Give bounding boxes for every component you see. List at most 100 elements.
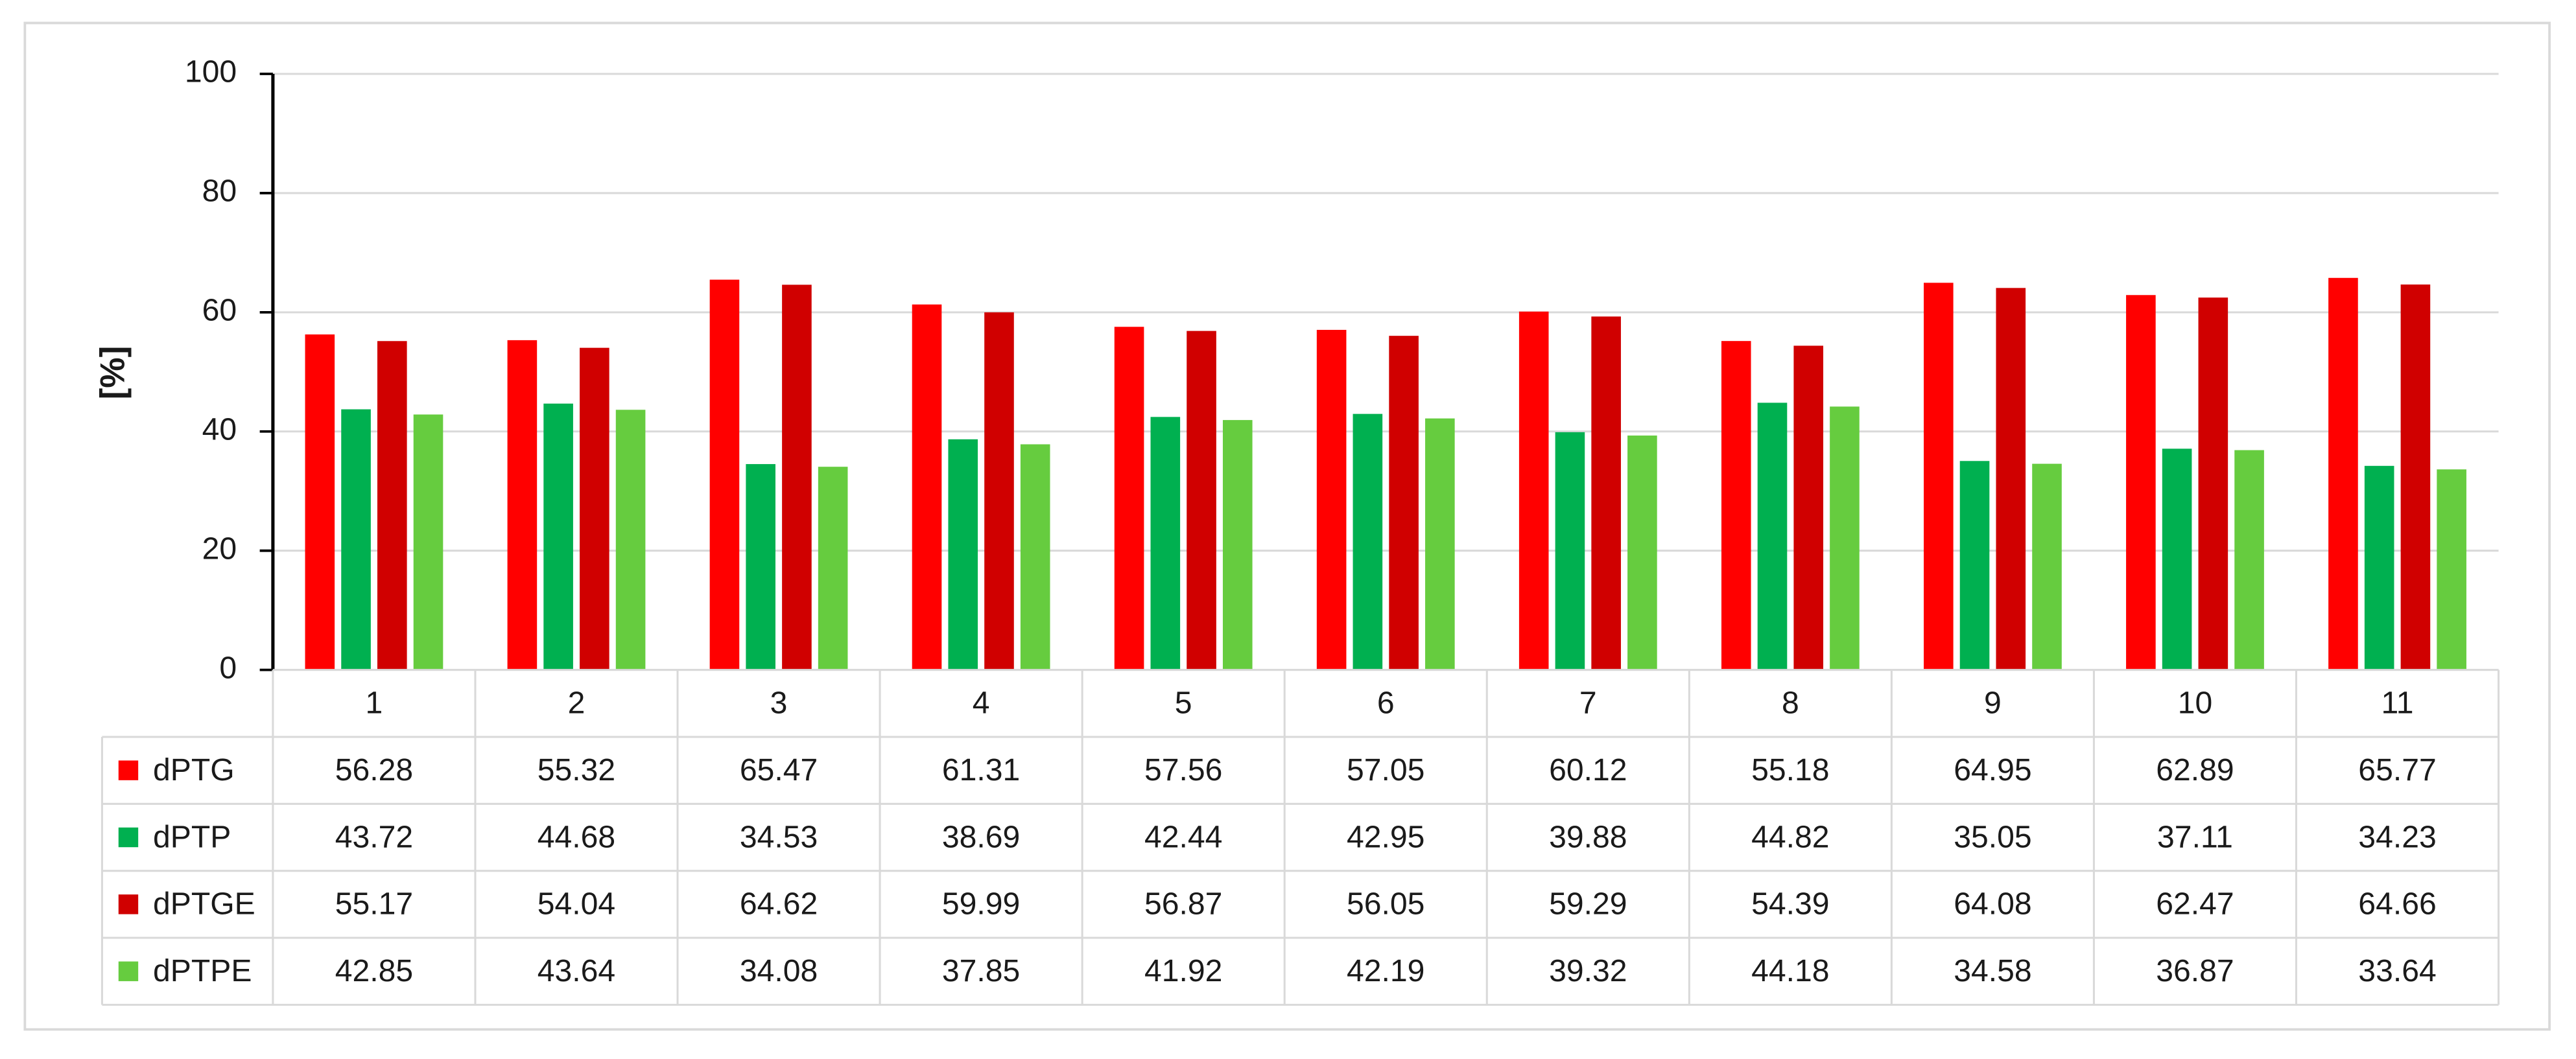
bar xyxy=(1793,345,1824,670)
table-value: 44.68 xyxy=(538,819,615,854)
x-tick-label: 6 xyxy=(1377,686,1395,721)
table-value: 34.58 xyxy=(1954,953,2031,988)
table-value: 56.87 xyxy=(1144,887,1222,922)
y-axis-label: [%] xyxy=(94,346,132,400)
y-tick-label: 80 xyxy=(202,174,237,209)
table-value: 39.88 xyxy=(1549,819,1627,854)
table-value: 62.89 xyxy=(2156,752,2234,787)
table-value: 42.85 xyxy=(335,953,413,988)
bar xyxy=(1924,283,1954,670)
bar xyxy=(1996,288,2026,670)
table-value: 65.47 xyxy=(740,752,818,787)
table-value: 43.64 xyxy=(538,953,615,988)
x-tick-label: 9 xyxy=(1984,686,2002,721)
x-tick-label: 2 xyxy=(568,686,585,721)
x-tick-label: 5 xyxy=(1175,686,1192,721)
x-tick-label: 11 xyxy=(2381,686,2414,721)
table-value: 56.05 xyxy=(1347,887,1424,922)
bar xyxy=(2328,277,2358,670)
table-value: 36.87 xyxy=(2156,953,2234,988)
bar xyxy=(2162,448,2192,670)
bar xyxy=(543,403,573,670)
table-value: 64.66 xyxy=(2358,887,2436,922)
table-value: 42.19 xyxy=(1347,953,1424,988)
bar xyxy=(615,410,646,670)
x-tick-label: 7 xyxy=(1579,686,1597,721)
table-value: 62.47 xyxy=(2156,887,2234,922)
bar xyxy=(2126,295,2156,670)
table-value: 34.23 xyxy=(2358,819,2436,854)
table-value: 42.95 xyxy=(1347,819,1424,854)
bar xyxy=(1389,336,1419,670)
bar xyxy=(1316,329,1347,670)
table-value: 38.69 xyxy=(942,819,1020,854)
table-value: 34.08 xyxy=(740,953,818,988)
table-value: 44.18 xyxy=(1751,953,1829,988)
y-tick-label: 100 xyxy=(185,54,237,89)
bar xyxy=(782,285,812,670)
x-tick-label: 8 xyxy=(1782,686,1799,721)
table-value: 35.05 xyxy=(1954,819,2031,854)
bar xyxy=(1830,406,1860,670)
bar xyxy=(746,464,775,670)
bar xyxy=(984,312,1014,670)
bar xyxy=(341,409,371,670)
y-tick-label: 40 xyxy=(202,412,237,447)
legend-swatch xyxy=(118,827,139,848)
bar xyxy=(1555,432,1585,670)
table-value: 57.05 xyxy=(1347,752,1424,787)
table-value: 64.62 xyxy=(740,887,818,922)
bar xyxy=(1425,418,1455,670)
bar xyxy=(305,334,335,670)
bar xyxy=(948,439,978,670)
bar xyxy=(1518,311,1549,670)
bar xyxy=(1959,461,1990,670)
legend-label: dPTG xyxy=(153,752,235,787)
bar xyxy=(2400,284,2431,670)
bar xyxy=(1757,402,1788,670)
table-value: 64.95 xyxy=(1954,752,2031,787)
bar xyxy=(1150,417,1181,670)
table-value: 55.18 xyxy=(1751,752,1829,787)
table-value: 54.04 xyxy=(538,887,615,922)
bar xyxy=(2364,465,2394,670)
bar xyxy=(580,347,609,670)
bar xyxy=(1114,327,1144,670)
bar xyxy=(2234,450,2264,670)
x-tick-label: 10 xyxy=(2178,686,2213,721)
table-value: 60.12 xyxy=(1549,752,1627,787)
legend-label: dPTP xyxy=(153,819,231,854)
bar xyxy=(1591,316,1621,670)
x-tick-label: 4 xyxy=(973,686,990,721)
bar xyxy=(709,279,740,670)
bar xyxy=(1353,413,1383,670)
table-value: 43.72 xyxy=(335,819,413,854)
bar xyxy=(818,467,848,670)
table-value: 39.32 xyxy=(1549,953,1627,988)
table-value: 37.85 xyxy=(942,953,1020,988)
bar xyxy=(413,414,443,670)
table-value: 55.17 xyxy=(335,887,413,922)
table-value: 57.56 xyxy=(1144,752,1222,787)
x-tick-label: 1 xyxy=(366,686,383,721)
table-value: 41.92 xyxy=(1144,953,1222,988)
table-value: 65.77 xyxy=(2358,752,2436,787)
table-value: 33.64 xyxy=(2358,953,2436,988)
bar xyxy=(912,304,942,670)
bar xyxy=(2198,297,2228,670)
bar xyxy=(1627,436,1657,670)
table-value: 61.31 xyxy=(942,752,1020,787)
y-tick-label: 0 xyxy=(219,650,237,685)
table-value: 44.82 xyxy=(1751,819,1829,854)
bar xyxy=(1020,444,1050,670)
bar xyxy=(1222,420,1253,670)
x-tick-label: 3 xyxy=(770,686,788,721)
table-value: 54.39 xyxy=(1751,887,1829,922)
legend-label: dPTGE xyxy=(153,887,255,922)
table-value: 34.53 xyxy=(740,819,818,854)
legend-swatch xyxy=(118,894,139,914)
table-value: 56.28 xyxy=(335,752,413,787)
legend-label: dPTPE xyxy=(153,953,252,988)
